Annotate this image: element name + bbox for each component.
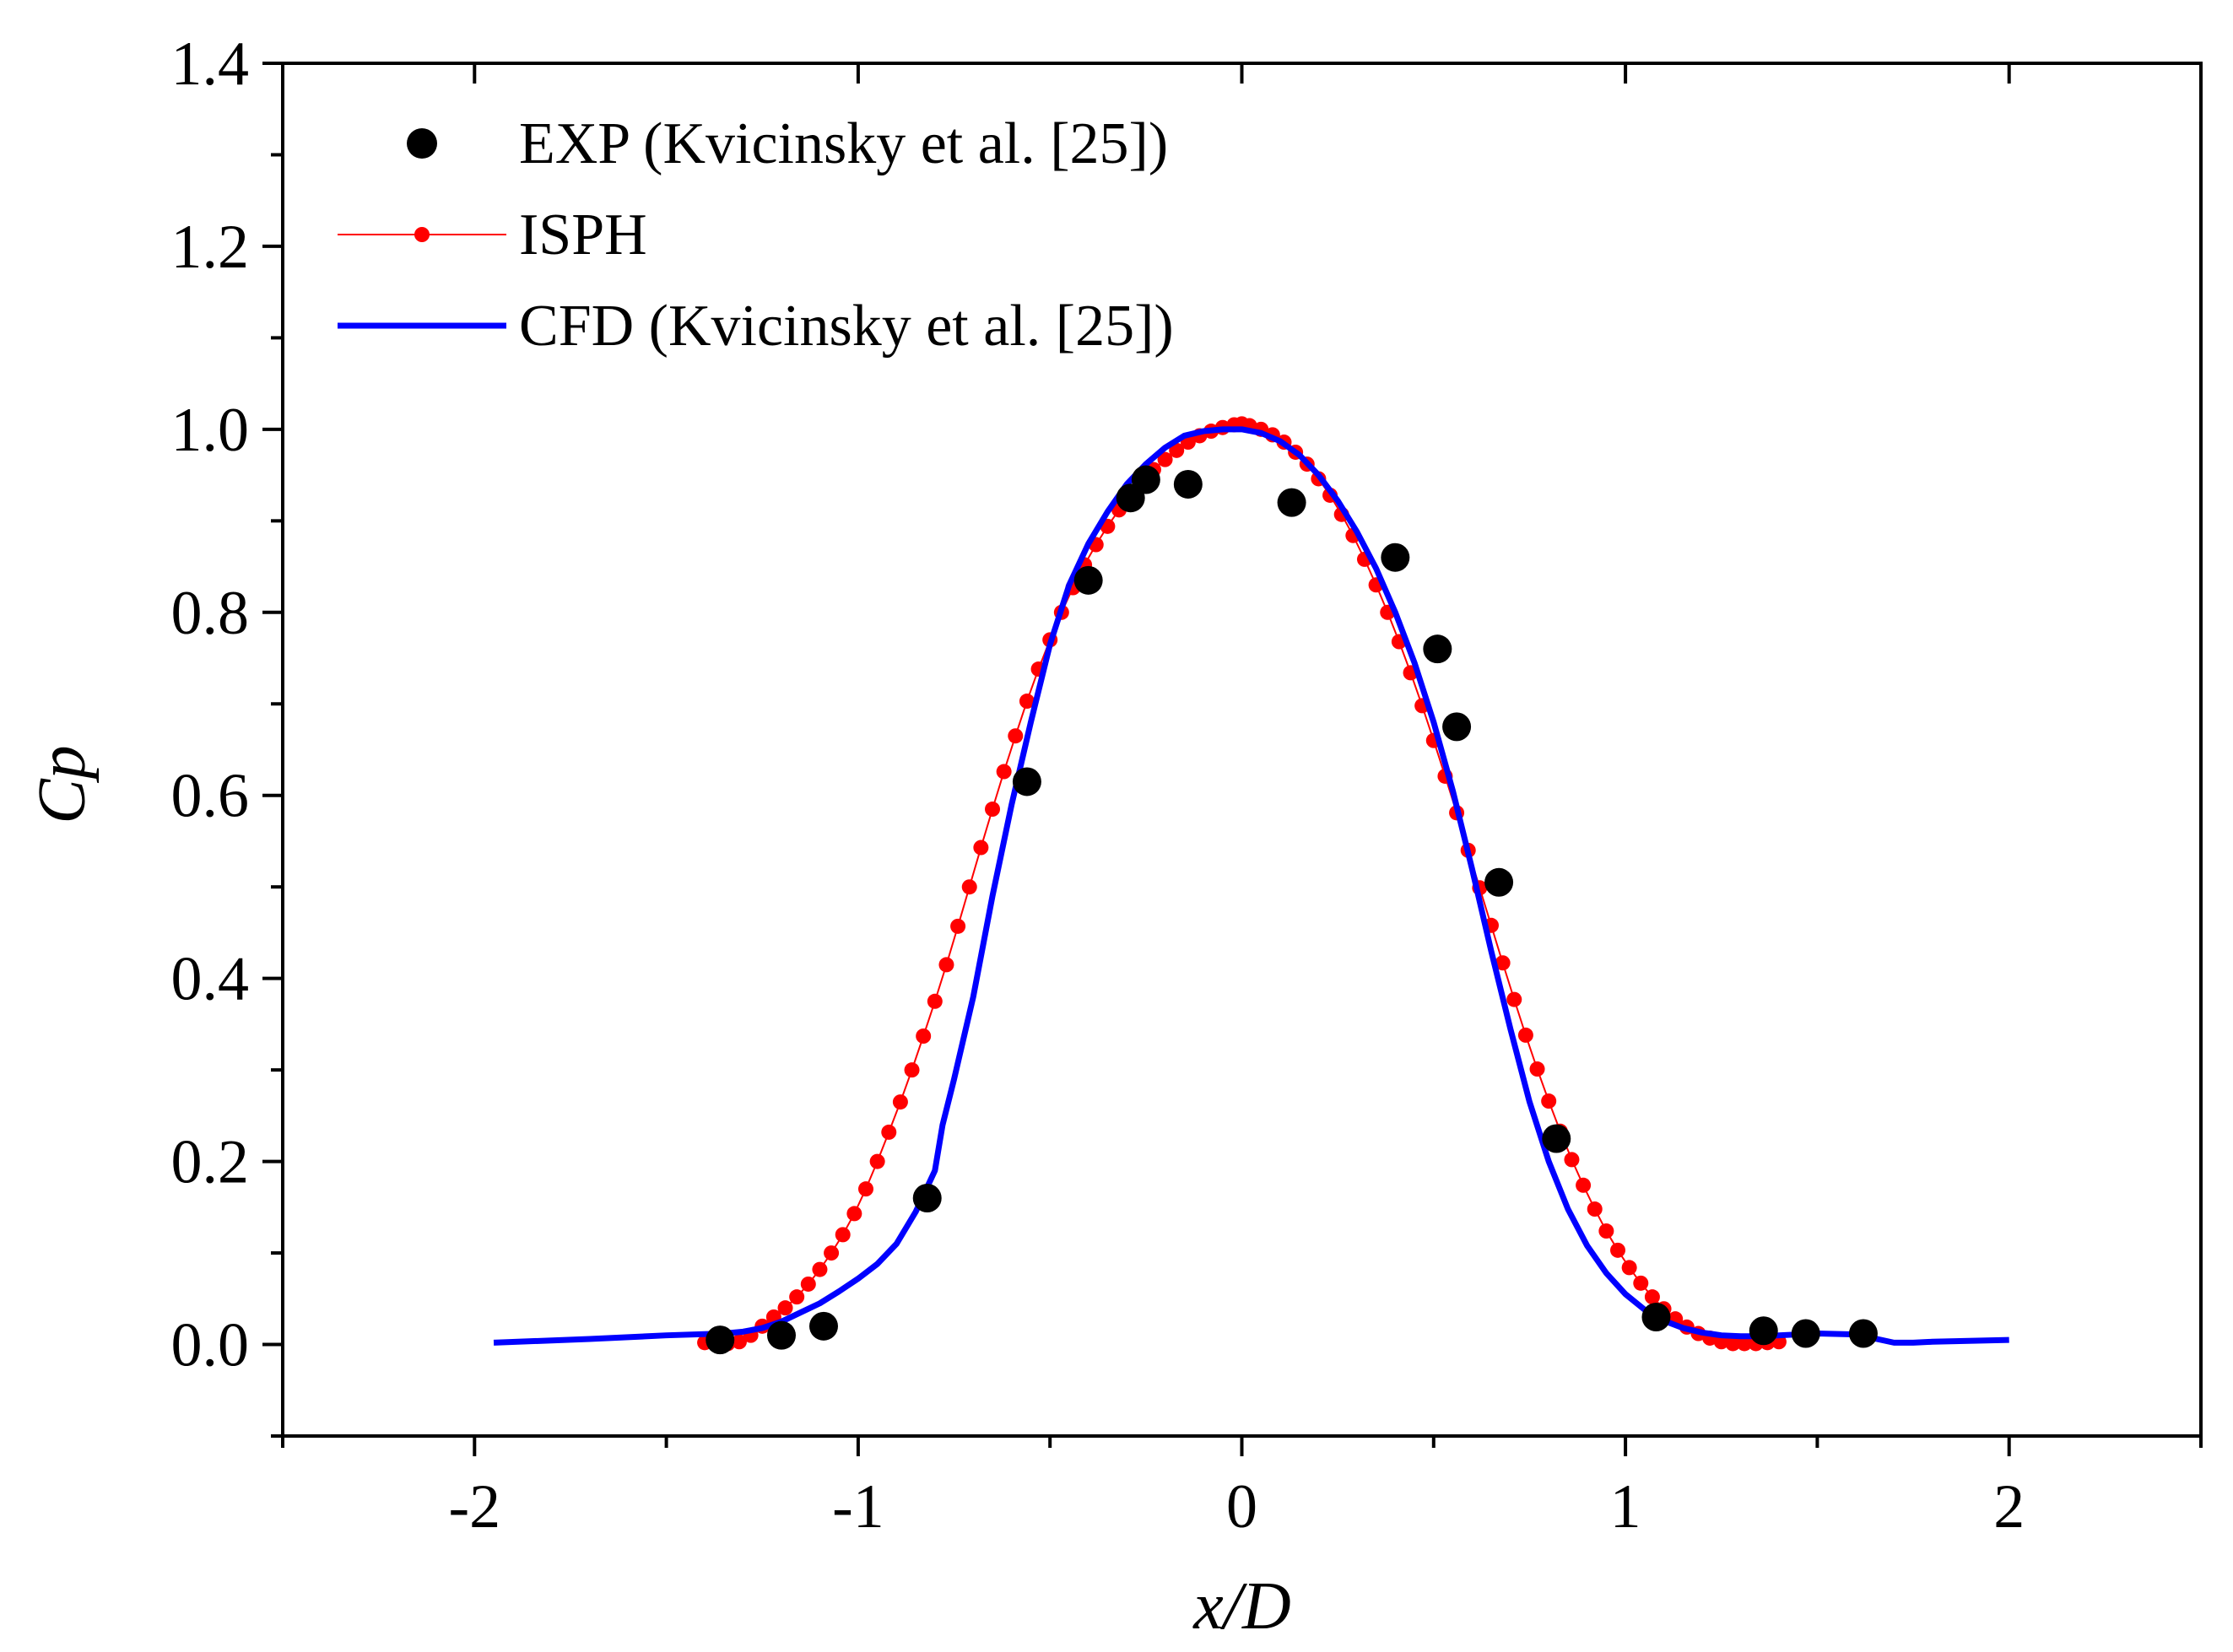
y-tick-label: 0.6 — [171, 762, 250, 831]
isph-point — [835, 1227, 851, 1243]
isph-point — [1169, 442, 1185, 458]
series-exp — [706, 465, 1878, 1355]
ticks — [262, 62, 2203, 1456]
exp-point — [808, 1311, 838, 1341]
exp-point — [1381, 543, 1410, 572]
isph-point — [1587, 1201, 1603, 1217]
isph-point — [869, 1153, 885, 1169]
isph-point — [1529, 1061, 1545, 1077]
tick-labels: -2 -1 0 1 2 0.0 0.2 0.4 0.6 0.8 1.0 1.2 1.4 — [171, 30, 2025, 1541]
isph-point — [904, 1062, 920, 1078]
isph-point — [1564, 1152, 1580, 1168]
y-tick-label: 1.4 — [171, 30, 250, 99]
isph-point — [1541, 1093, 1557, 1109]
series-cfd — [493, 426, 2009, 1346]
isph-point — [824, 1245, 840, 1261]
isph-point — [892, 1094, 908, 1110]
isph-point — [961, 879, 977, 895]
cfd-line — [493, 426, 2009, 1346]
isph-point — [1517, 1027, 1533, 1043]
exp-point — [1012, 767, 1041, 796]
x-tick-label: 2 — [1993, 1472, 2025, 1541]
exp-point — [1641, 1302, 1671, 1331]
exp-point — [1749, 1316, 1778, 1346]
isph-point — [1644, 1289, 1660, 1305]
y-tick-label: 0.4 — [171, 945, 250, 1014]
isph-point — [881, 1124, 897, 1140]
isph-point — [789, 1289, 805, 1305]
exp-point — [1131, 465, 1160, 494]
isph-point — [1621, 1260, 1637, 1276]
x-tick-label: -2 — [448, 1472, 500, 1541]
x-tick-label: 0 — [1226, 1472, 1257, 1541]
y-tick-label: 0.0 — [171, 1311, 250, 1380]
exp-point — [1484, 867, 1514, 897]
exp-point — [1277, 488, 1306, 517]
legend-cfd-label: CFD (Kvicinsky et al. [25]) — [519, 294, 1174, 359]
exp-point — [912, 1183, 942, 1212]
isph-point — [973, 839, 989, 856]
exp-point — [1442, 712, 1472, 742]
legend-exp-marker — [407, 128, 437, 159]
isph-point — [916, 1028, 932, 1045]
isph-point — [1598, 1223, 1614, 1239]
exp-point — [1542, 1124, 1571, 1153]
isph-point — [1157, 451, 1173, 467]
isph-point — [927, 993, 943, 1009]
isph-point — [1633, 1275, 1649, 1291]
exp-point — [1173, 469, 1203, 499]
legend-isph-marker — [414, 227, 430, 242]
isph-point — [938, 957, 954, 973]
exp-point — [1073, 565, 1103, 595]
isph-point — [950, 918, 966, 934]
exp-point — [1791, 1319, 1820, 1348]
exp-point — [1423, 634, 1452, 664]
isph-point — [800, 1276, 816, 1292]
x-tick-label: 1 — [1610, 1472, 1641, 1541]
isph-point — [996, 764, 1012, 780]
legend-exp-label: EXP (Kvicinsky et al. [25]) — [519, 111, 1168, 176]
x-axis-title: x/D — [1192, 1569, 1291, 1644]
legend: EXP (Kvicinsky et al. [25]) ISPH CFD (Kv… — [338, 111, 1174, 359]
exp-point — [1848, 1319, 1878, 1348]
y-tick-label: 0.2 — [171, 1128, 250, 1197]
isph-point — [1576, 1177, 1592, 1193]
isph-point — [1610, 1242, 1626, 1258]
isph-point — [1019, 694, 1035, 710]
isph-point — [1495, 955, 1511, 971]
isph-point — [777, 1300, 793, 1316]
exp-point — [766, 1320, 796, 1350]
y-tick-label: 1.0 — [171, 396, 250, 465]
y-tick-label: 1.2 — [171, 213, 250, 282]
legend-isph-label: ISPH — [519, 202, 647, 267]
isph-point — [731, 1334, 747, 1350]
isph-point — [812, 1261, 828, 1277]
isph-point — [1725, 1336, 1741, 1352]
y-axis-title: Cp — [25, 745, 100, 823]
isph-point — [857, 1181, 873, 1197]
isph-point — [1008, 728, 1024, 744]
isph-point — [1737, 1336, 1753, 1352]
x-tick-label: -1 — [832, 1472, 884, 1541]
isph-point — [846, 1206, 862, 1222]
exp-point — [706, 1325, 735, 1355]
y-tick-label: 0.8 — [171, 579, 250, 648]
isph-point — [1506, 991, 1522, 1007]
isph-point — [985, 802, 1001, 818]
